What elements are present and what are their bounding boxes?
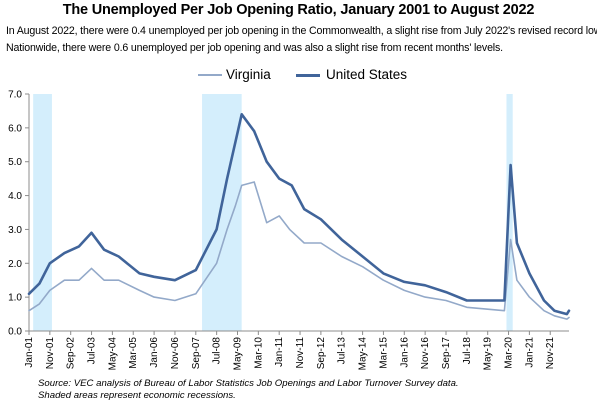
recession-band-2: [202, 94, 242, 331]
x-tick-label: Mar-10: [253, 337, 264, 369]
legend-united-states-swatch: [296, 74, 320, 77]
y-tick-label: 1.0: [8, 293, 22, 304]
recession-shading: [33, 94, 513, 331]
x-tick-label: May-09: [232, 337, 243, 371]
legend-virginia-label: Virginia: [226, 67, 271, 82]
y-tick-label: 2.0: [8, 259, 22, 270]
source-note: Source: VEC analysis of Bureau of Labor …: [38, 378, 459, 389]
chart-subtitle-line-1: In August 2022, there were 0.4 unemploye…: [6, 25, 597, 37]
series-line-united-states: [27, 113, 571, 316]
x-tick-label: Jan-01: [24, 337, 35, 368]
y-tick-label: 7.0: [8, 90, 22, 101]
y-tick-label: 5.0: [8, 157, 22, 168]
x-tick-label: May-04: [107, 337, 118, 371]
x-tick-label: Jan-21: [524, 337, 535, 368]
x-tick-label: Mar-20: [504, 337, 515, 369]
x-tick-label: Sep-07: [191, 337, 202, 370]
x-tick-label: Mar-05: [128, 337, 139, 369]
y-tick-label: 0.0: [8, 327, 22, 338]
x-tick-label: Jul-13: [337, 337, 348, 365]
x-tick-label: Jul-18: [462, 337, 473, 365]
chart-subtitle-line-2: Nationwide, there were 0.6 unemployed pe…: [6, 42, 503, 54]
x-tick-label: Nov-11: [295, 337, 306, 369]
y-tick-label: 3.0: [8, 225, 22, 236]
chart-title: The Unemployed Per Job Opening Ratio, Ja…: [62, 2, 535, 18]
x-tick-label: Jul-03: [87, 337, 98, 365]
y-tick-label: 4.0: [8, 191, 22, 202]
x-tick-label: Sep-12: [316, 337, 327, 370]
chart-legend: Virginia United States: [0, 66, 597, 86]
legend-virginia-swatch: [198, 74, 222, 76]
chart-series: [27, 113, 571, 320]
x-tick-label: Mar-15: [378, 337, 389, 369]
x-tick-label: Nov-01: [45, 337, 56, 370]
y-tick-label: 6.0: [8, 123, 22, 134]
recession-note: Shaded areas represent economic recessio…: [38, 390, 236, 401]
x-tick-label: Nov-06: [170, 337, 181, 370]
series-line-virginia: [28, 181, 570, 320]
x-tick-label: Nov-21: [545, 337, 556, 370]
legend-united-states-label: United States: [326, 67, 408, 82]
recession-band-1: [33, 94, 52, 331]
chart-axes: 0.0 1.0 2.0 3.0 4.0 5.0 6.0 7.0 Jan-01 Nov-01 Sep-…: [8, 90, 569, 371]
x-tick-label: May-19: [483, 337, 494, 371]
x-tick-label: Jan-11: [274, 337, 285, 367]
x-tick-label: Sep-17: [441, 337, 452, 370]
x-tick-label: Sep-02: [66, 337, 77, 370]
x-tick-label: May-14: [358, 337, 369, 371]
x-tick-label: Jan-16: [399, 337, 410, 368]
x-tick-label: Jan-06: [149, 337, 160, 368]
x-tick-label: Jul-08: [212, 337, 223, 365]
x-tick-label: Nov-16: [420, 337, 431, 370]
